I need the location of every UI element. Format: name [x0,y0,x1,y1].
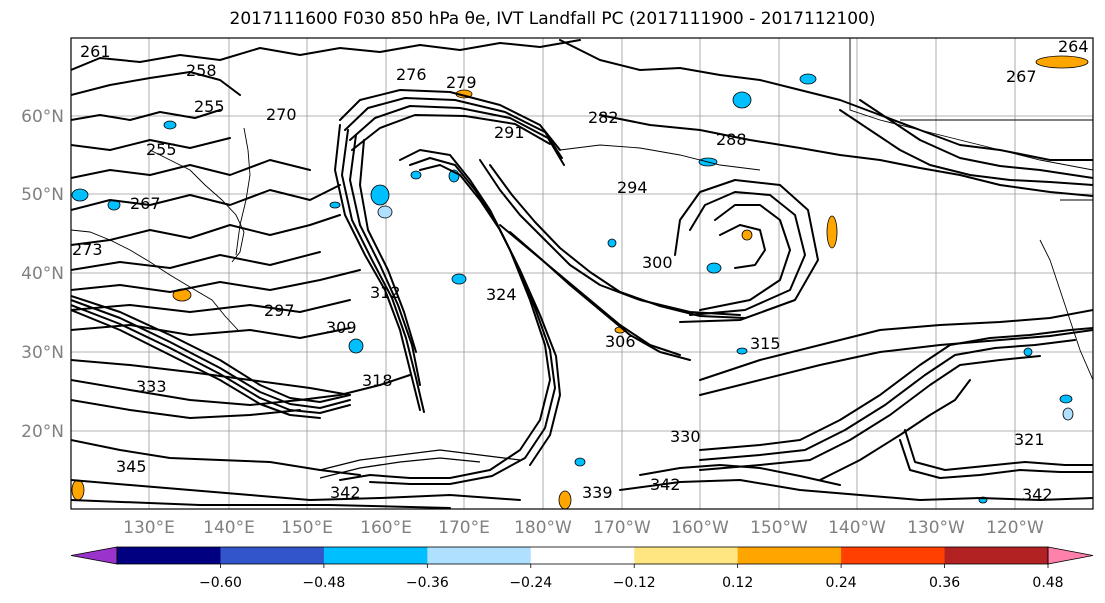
svg-text:282: 282 [588,108,619,127]
svg-text:255: 255 [194,97,225,116]
lon-label: 150°E [281,518,333,538]
svg-text:333: 333 [136,377,167,396]
svg-text:342: 342 [330,483,361,502]
svg-text:270: 270 [266,105,297,124]
colorbar-segment [841,547,946,564]
colorbar-tick-label: 0.48 [1032,575,1063,591]
svg-text:324: 324 [486,285,517,304]
lon-label: 140°W [828,518,886,538]
lat-label: 50°N [21,185,64,205]
colorbar-extend-high [1047,546,1094,565]
colorbar-tick-label: −0.60 [199,575,242,591]
svg-text:339: 339 [582,483,613,502]
colorbar-segment [530,547,635,564]
colorbar-tick-label: −0.48 [302,575,345,591]
svg-text:291: 291 [494,123,525,142]
svg-text:267: 267 [130,194,161,213]
svg-text:267: 267 [1006,67,1037,86]
lon-label: 150°W [750,518,808,538]
colorbar-segment [220,547,325,564]
svg-text:318: 318 [362,371,393,390]
colorbar-segment [323,547,428,564]
lon-label: 130°E [123,518,175,538]
lon-label: 180°W [514,518,572,538]
colorbar-segment [944,547,1049,564]
svg-text:276: 276 [396,65,427,84]
lon-label: 130°W [907,518,965,538]
longitude-axis: 130°E 140°E 150°E 160°E 170°E 180°W 170°… [123,518,1044,538]
colorbar-segment [117,547,221,564]
colorbar-segment [737,547,842,564]
lon-label: 120°W [986,518,1044,538]
svg-text:279: 279 [446,73,477,92]
svg-text:321: 321 [1014,430,1045,449]
colorbar-tick-label: −0.36 [406,575,449,591]
map-title: 2017111600 F030 850 hPa θe, IVT Landfall… [229,9,876,29]
colorbar-tick-label: 0.24 [826,575,857,591]
colorbar-tick-label: −0.24 [509,575,552,591]
svg-text:306: 306 [605,332,636,351]
svg-text:264: 264 [1058,37,1089,56]
svg-text:255: 255 [146,140,177,159]
contour-labels: 261 258 276 279 282 291 288 294 300 255 … [72,37,1089,504]
lon-label: 160°W [671,518,729,538]
svg-text:288: 288 [716,130,747,149]
colorbar-extend-low [70,546,118,565]
svg-text:330: 330 [670,427,701,446]
lat-label: 60°N [21,107,64,127]
svg-text:309: 309 [326,318,357,337]
svg-text:315: 315 [750,334,781,353]
colorbar-segment [634,547,739,564]
map-frame [70,37,1094,510]
svg-text:345: 345 [116,457,147,476]
theta-e-contours [71,39,1093,509]
lon-label: 170°E [438,518,490,538]
svg-text:342: 342 [650,475,681,494]
colorbar: −0.60 −0.48 −0.36 −0.24 −0.12 0.12 0.24 0.36 0.4… [70,546,1094,591]
colorbar-tick-label: −0.12 [613,575,656,591]
colorbar-tick-label: 0.36 [929,575,960,591]
colorbar-tick-label: 0.12 [722,575,753,591]
lon-label: 170°W [593,518,651,538]
lat-label: 30°N [21,343,64,363]
lat-label: 40°N [21,264,64,284]
lon-label: 140°E [203,518,255,538]
latitude-axis: 60°N 50°N 40°N 30°N 20°N [21,107,64,442]
lat-label: 20°N [21,422,64,442]
svg-text:300: 300 [642,253,673,272]
svg-text:258: 258 [186,61,217,80]
svg-text:297: 297 [264,301,295,320]
svg-text:312: 312 [370,283,401,302]
coastlines [71,38,1093,381]
colorbar-outline [116,546,1049,565]
svg-text:294: 294 [617,178,648,197]
colorbar-segment [427,547,532,564]
svg-text:273: 273 [72,240,103,259]
svg-text:342: 342 [1022,485,1053,504]
lon-label: 160°E [360,518,412,538]
svg-text:261: 261 [80,42,111,61]
